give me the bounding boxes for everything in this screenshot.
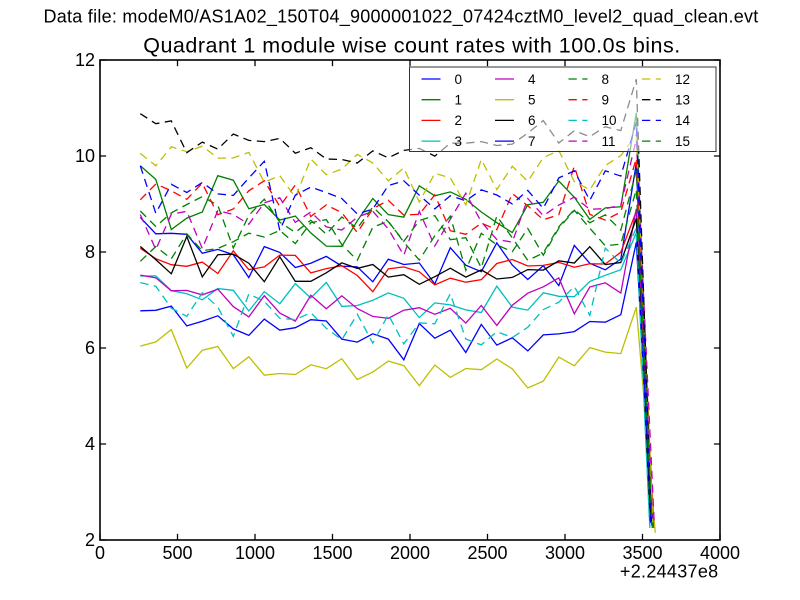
- svg-text:4: 4: [528, 72, 536, 87]
- svg-text:3000: 3000: [545, 543, 585, 563]
- svg-text:+2.24437e8: +2.24437e8: [620, 562, 719, 582]
- svg-text:1: 1: [455, 93, 463, 108]
- svg-text:12: 12: [675, 72, 690, 87]
- svg-text:14: 14: [675, 113, 691, 128]
- svg-text:3500: 3500: [622, 543, 662, 563]
- svg-text:2: 2: [455, 113, 463, 128]
- svg-text:0: 0: [455, 72, 463, 87]
- svg-text:Data file: modeM0/AS1A02_150T0: Data file: modeM0/AS1A02_150T04_90000010…: [43, 7, 758, 28]
- svg-text:5: 5: [528, 93, 536, 108]
- svg-text:4: 4: [85, 434, 95, 454]
- svg-text:8: 8: [602, 72, 610, 87]
- svg-text:6: 6: [528, 113, 536, 128]
- svg-text:9: 9: [602, 93, 610, 108]
- svg-text:2500: 2500: [467, 543, 507, 563]
- svg-text:1000: 1000: [235, 543, 275, 563]
- svg-text:12: 12: [75, 50, 95, 70]
- svg-text:Quadrant 1 module wise count r: Quadrant 1 module wise count rates with …: [143, 34, 681, 58]
- svg-text:1500: 1500: [312, 543, 352, 563]
- svg-text:10: 10: [602, 113, 617, 128]
- svg-text:2: 2: [85, 530, 95, 550]
- svg-text:4000: 4000: [700, 543, 740, 563]
- svg-text:0: 0: [95, 543, 105, 563]
- svg-text:6: 6: [85, 338, 95, 358]
- svg-text:3: 3: [455, 134, 463, 149]
- svg-text:7: 7: [528, 134, 536, 149]
- svg-text:13: 13: [675, 93, 690, 108]
- svg-text:10: 10: [75, 146, 95, 166]
- svg-text:8: 8: [85, 242, 95, 262]
- svg-text:500: 500: [162, 543, 192, 563]
- svg-text:11: 11: [602, 134, 616, 149]
- svg-text:15: 15: [675, 134, 690, 149]
- svg-text:2000: 2000: [390, 543, 430, 563]
